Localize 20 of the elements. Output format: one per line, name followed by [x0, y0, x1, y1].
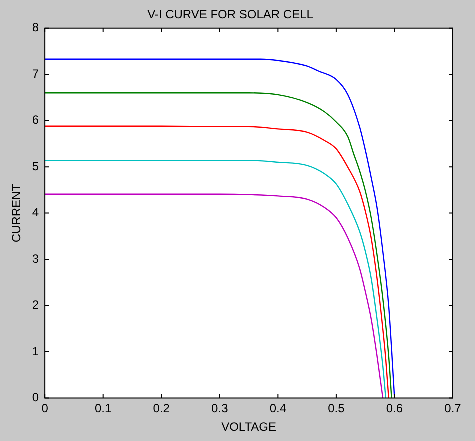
x-tick-label: 0.7 — [444, 402, 462, 416]
chart-title: V-I CURVE FOR SOLAR CELL — [148, 8, 314, 22]
y-tick-label: 1 — [32, 344, 40, 358]
x-tick-label: 0.2 — [153, 402, 170, 416]
y-tick-label: 8 — [32, 20, 40, 35]
y-tick-label: 0 — [32, 390, 40, 405]
x-tick-label: 0.3 — [212, 402, 229, 416]
x-tick-label: 0.6 — [386, 402, 404, 416]
x-tick-label: 0.5 — [328, 402, 346, 416]
y-tick-label: 2 — [32, 298, 40, 312]
y-tick-label: 7 — [32, 66, 40, 81]
y-tick-label: 4 — [32, 206, 40, 220]
y-tick-label: 6 — [32, 113, 40, 128]
y-tick-label: 5 — [32, 159, 40, 174]
x-axis-title: VOLTAGE — [222, 420, 276, 434]
y-axis-title: CURRENT — [10, 183, 24, 243]
x-tick-label: 0 — [42, 402, 49, 416]
y-tick-label: 3 — [32, 252, 40, 266]
x-tick-label: 0.4 — [270, 402, 287, 416]
x-tick-label: 0.1 — [95, 402, 112, 416]
